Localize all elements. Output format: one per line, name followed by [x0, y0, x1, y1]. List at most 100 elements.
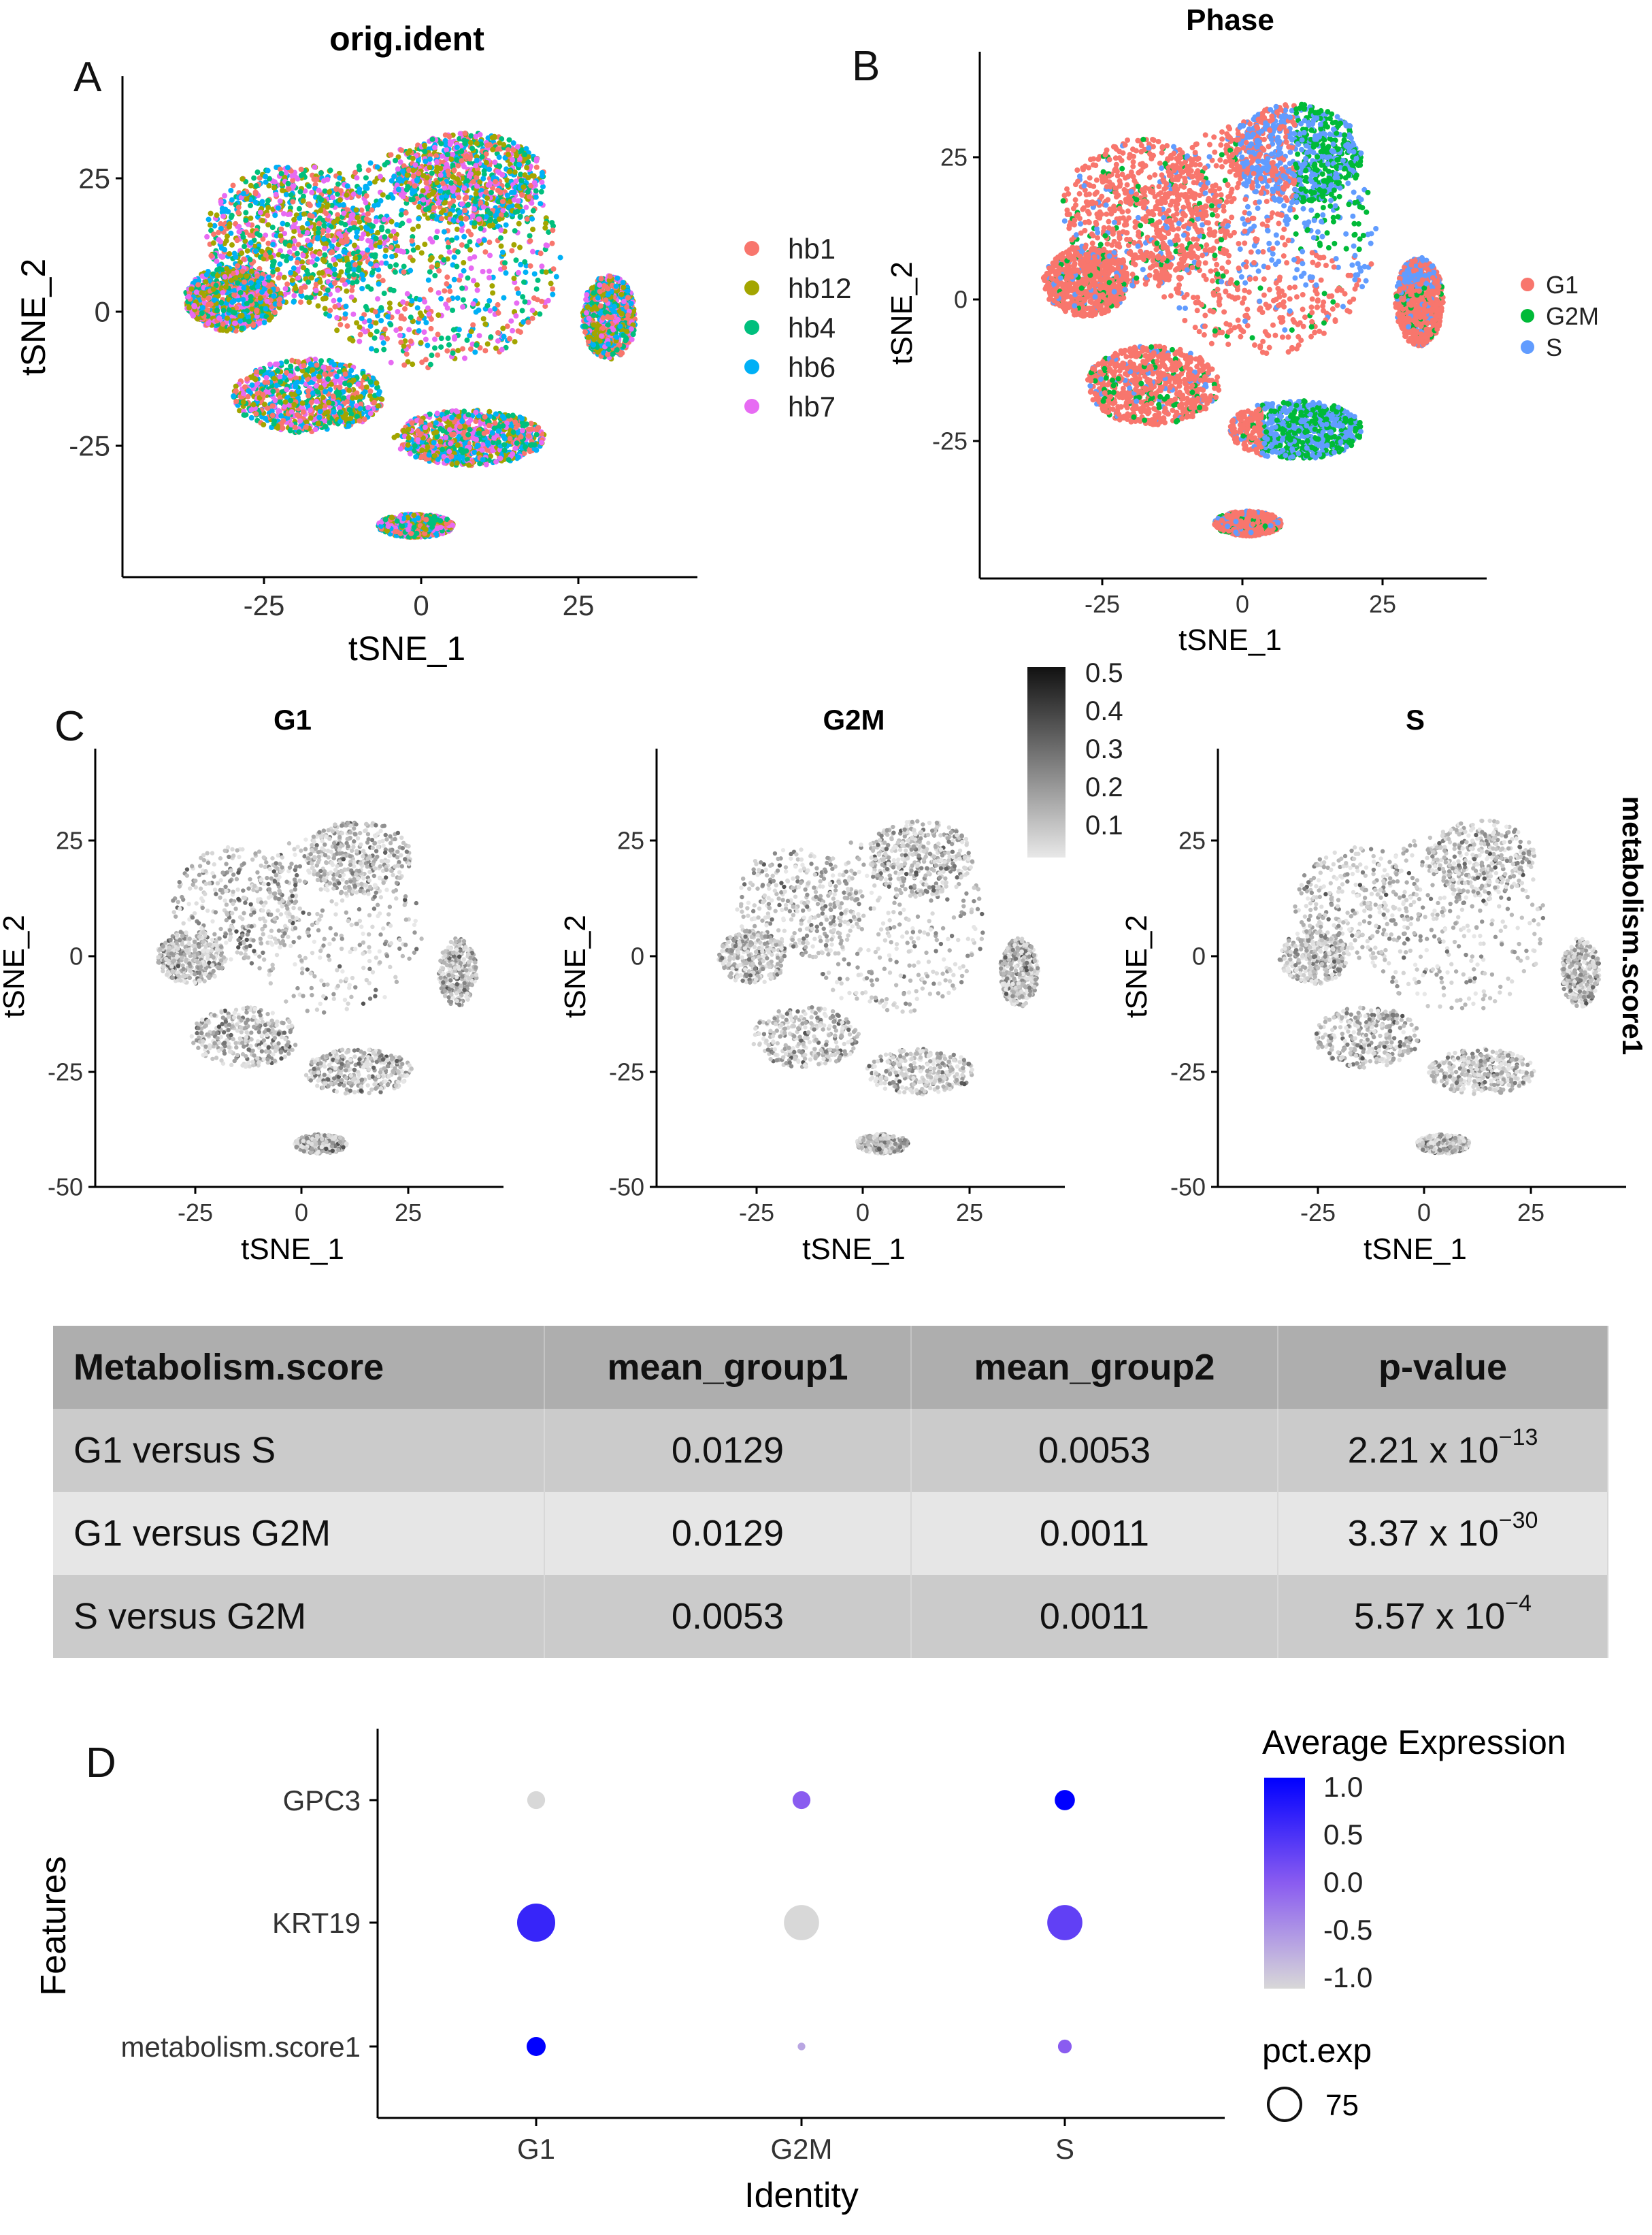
cell-point [391, 287, 397, 293]
cell-point [427, 287, 433, 293]
cell-point [402, 338, 408, 344]
cell-point [422, 142, 428, 148]
cell-point [318, 358, 325, 364]
cell-point [286, 249, 293, 255]
panel-letter-a: A [73, 53, 101, 101]
cell-point [436, 267, 442, 274]
cell-point [484, 341, 491, 347]
cell-point [365, 247, 371, 253]
cell-point [319, 270, 325, 276]
cell-point [344, 323, 350, 329]
cell-point [427, 269, 433, 275]
cell-point [337, 321, 344, 327]
cell-point [248, 268, 254, 274]
cell-point [205, 216, 212, 223]
cell-point [392, 235, 398, 242]
cell-point [521, 319, 527, 325]
cell-point [388, 359, 394, 365]
cell-point [357, 218, 363, 225]
cell-point [503, 222, 509, 228]
cell-point [341, 248, 347, 255]
panel-a-cells [183, 130, 638, 540]
cell-point [353, 234, 359, 240]
cell-point [343, 304, 349, 310]
cell-point [486, 297, 493, 304]
cell-point [259, 199, 265, 205]
cell-point [465, 275, 471, 281]
cell-point [344, 183, 350, 189]
cell-point [211, 231, 217, 238]
cell-point [325, 227, 331, 233]
cell-point [428, 325, 434, 331]
cell-point [360, 276, 366, 282]
cell-point [354, 175, 360, 181]
cell-point [414, 305, 420, 311]
cell-point [323, 210, 329, 216]
cell-point [261, 319, 267, 325]
cell-point [447, 289, 453, 295]
cell-point [365, 404, 371, 410]
cell-point [456, 195, 462, 201]
cell-point [368, 346, 374, 352]
cell-point [312, 357, 318, 363]
cell-point [218, 199, 224, 205]
cell-point [452, 336, 458, 342]
cell-point [222, 193, 228, 199]
cell-point [401, 263, 407, 270]
cell-point [207, 222, 213, 228]
cell-point [497, 235, 503, 241]
cell-point [267, 361, 273, 368]
panel-letter-d: D [86, 1739, 116, 1787]
cell-point [437, 165, 444, 172]
cell-point [514, 300, 520, 306]
cell-point [401, 316, 407, 322]
cell-point [486, 182, 493, 188]
cell-point [365, 167, 371, 174]
cell-point [454, 157, 460, 163]
cell-point [334, 327, 340, 333]
cell-point [444, 147, 450, 153]
cell-point [228, 230, 234, 236]
cell-point [334, 314, 340, 321]
cell-point [385, 314, 391, 320]
cell-point [288, 363, 294, 370]
cell-point [352, 262, 358, 268]
cell-point [416, 297, 423, 303]
cell-point [312, 182, 318, 188]
cell-point [468, 133, 474, 139]
cell-point [486, 240, 493, 246]
cell-point [325, 233, 331, 239]
cell-point [406, 327, 412, 333]
cell-point [423, 320, 429, 326]
cell-point [493, 459, 499, 465]
cell-point [354, 214, 361, 221]
cell-point [321, 236, 327, 242]
cell-point [350, 311, 357, 317]
cell-point [399, 221, 406, 227]
cell-point [357, 338, 363, 344]
cell-point [302, 247, 308, 253]
cell-point [473, 309, 479, 315]
cell-point [501, 295, 507, 301]
cell-point [470, 278, 476, 284]
cell-point [435, 312, 442, 319]
cell-point [529, 248, 535, 255]
cell-point [365, 284, 371, 290]
cell-point [512, 339, 518, 345]
cell-point [510, 157, 516, 163]
cell-point [408, 267, 414, 274]
cell-point [306, 183, 312, 189]
cell-point [422, 242, 428, 248]
cell-point [382, 326, 388, 332]
cell-point [416, 204, 422, 210]
cell-point [357, 189, 363, 195]
cell-point [468, 231, 474, 238]
cell-point [406, 218, 412, 224]
cell-point [484, 303, 491, 309]
cell-point [302, 284, 308, 290]
cell-point [514, 286, 521, 292]
cell-point [531, 295, 537, 301]
cell-point [461, 233, 467, 240]
cell-point [391, 229, 397, 235]
cell-point [320, 178, 327, 184]
